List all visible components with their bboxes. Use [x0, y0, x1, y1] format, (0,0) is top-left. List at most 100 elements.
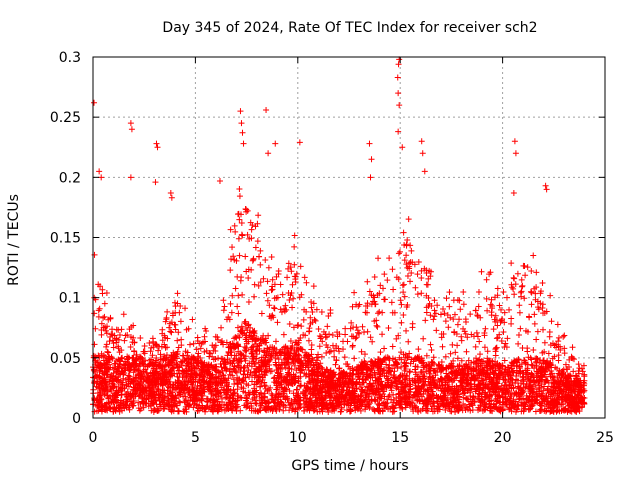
- data-point: [405, 338, 412, 345]
- data-point: [493, 335, 500, 342]
- data-point: [517, 325, 524, 332]
- data-point: [454, 321, 461, 328]
- data-point: [181, 408, 188, 415]
- data-point: [245, 275, 252, 282]
- data-point: [442, 407, 449, 414]
- data-point: [502, 340, 509, 347]
- data-point: [575, 361, 582, 368]
- data-point: [268, 368, 275, 375]
- data-point: [569, 344, 576, 351]
- data-point: [490, 326, 497, 333]
- data-point: [511, 291, 518, 298]
- data-point: [508, 315, 515, 322]
- data-point: [239, 232, 246, 239]
- data-point: [532, 408, 539, 415]
- data-point: [116, 331, 123, 338]
- data-point: [289, 281, 296, 288]
- data-point: [274, 319, 281, 326]
- data-points: [90, 56, 588, 415]
- data-point: [474, 313, 481, 320]
- data-point: [136, 407, 143, 414]
- data-point: [533, 336, 540, 343]
- data-point: [242, 348, 249, 355]
- data-point: [442, 353, 449, 360]
- data-point: [141, 342, 148, 349]
- data-point: [275, 267, 282, 274]
- data-point: [498, 306, 505, 313]
- data-point: [394, 365, 401, 372]
- data-point: [291, 243, 298, 250]
- data-point: [388, 299, 395, 306]
- data-point: [329, 331, 336, 338]
- data-point: [414, 291, 421, 298]
- data-point: [528, 301, 535, 308]
- data-point: [220, 297, 227, 304]
- data-point: [364, 278, 371, 285]
- data-point: [167, 328, 174, 335]
- data-point: [229, 244, 236, 251]
- grid-lines: [93, 57, 605, 418]
- data-point: [265, 332, 272, 339]
- data-point: [172, 326, 179, 333]
- data-point: [218, 384, 225, 391]
- data-point: [258, 395, 265, 402]
- data-point: [333, 343, 340, 350]
- data-point: [515, 340, 522, 347]
- data-point: [449, 341, 456, 348]
- data-point: [472, 307, 479, 314]
- data-point: [462, 318, 469, 325]
- data-point: [220, 307, 227, 314]
- data-point: [396, 390, 403, 397]
- data-point: [252, 244, 259, 251]
- data-point: [510, 274, 517, 281]
- data-point: [353, 334, 360, 341]
- data-point: [433, 327, 440, 334]
- data-point: [238, 274, 245, 281]
- data-point: [257, 247, 264, 254]
- data-point: [192, 370, 199, 377]
- data-point: [286, 296, 293, 303]
- data-point: [323, 350, 330, 357]
- data-point: [175, 407, 182, 414]
- data-point: [265, 264, 272, 271]
- data-point: [473, 329, 480, 336]
- data-point: [560, 333, 567, 340]
- data-point: [460, 289, 467, 296]
- data-point: [178, 336, 185, 343]
- data-point: [423, 352, 430, 359]
- data-point: [190, 340, 197, 347]
- data-point: [318, 308, 325, 315]
- data-point: [266, 302, 273, 309]
- data-point: [312, 317, 319, 324]
- data-point: [206, 353, 213, 360]
- data-point: [351, 289, 358, 296]
- data-point: [527, 288, 534, 295]
- data-point: [298, 291, 305, 298]
- data-point: [251, 293, 258, 300]
- data-point: [390, 286, 397, 293]
- data-point: [554, 321, 561, 328]
- data-point: [420, 335, 427, 342]
- data-point: [430, 354, 437, 361]
- data-point: [332, 361, 339, 368]
- data-point: [431, 313, 438, 320]
- data-point: [496, 302, 503, 309]
- data-point: [418, 290, 425, 297]
- data-point: [533, 269, 540, 276]
- data-point: [270, 304, 277, 311]
- data-point: [407, 368, 414, 375]
- data-point: [280, 331, 287, 338]
- data-point: [131, 348, 138, 355]
- data-point: [181, 356, 188, 363]
- data-point: [242, 253, 249, 260]
- data-point: [236, 193, 243, 200]
- data-point: [503, 294, 510, 301]
- data-point: [147, 348, 154, 355]
- data-point: [277, 306, 284, 313]
- data-point: [120, 311, 127, 318]
- data-point: [492, 312, 499, 319]
- data-point: [521, 262, 528, 269]
- data-point: [460, 301, 467, 308]
- data-point: [236, 216, 243, 223]
